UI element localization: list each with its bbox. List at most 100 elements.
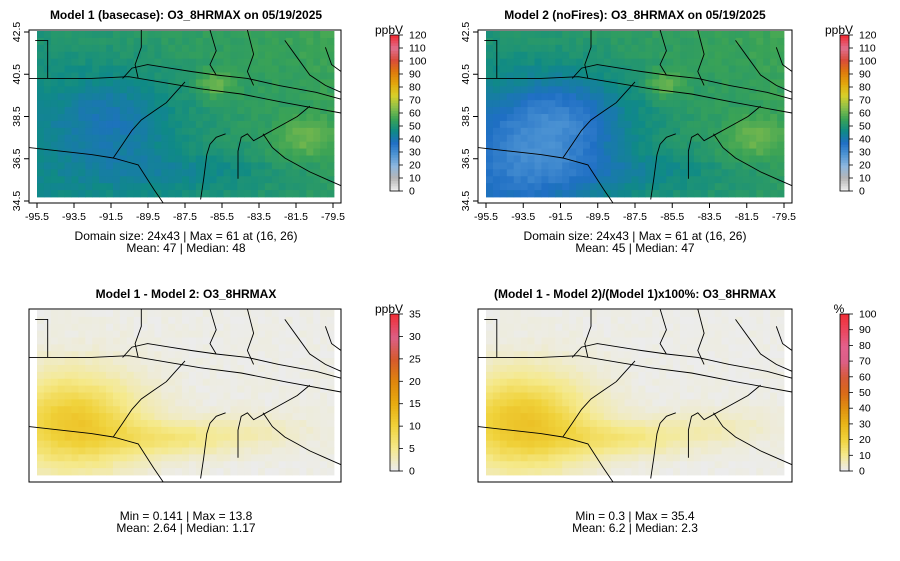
grid-cell xyxy=(756,141,764,149)
grid-cell xyxy=(112,344,121,352)
grid-cell xyxy=(659,378,667,387)
grid-cell xyxy=(548,358,556,366)
grid-cell xyxy=(209,426,217,435)
grid-cell xyxy=(223,155,231,163)
grid-cell xyxy=(742,358,750,366)
grid-cell xyxy=(278,114,287,122)
grid-cell xyxy=(749,114,757,122)
grid-cell xyxy=(492,86,501,94)
grid-cell xyxy=(168,190,176,198)
grid-cell xyxy=(486,337,494,345)
grid-cell xyxy=(99,454,107,462)
grid-cell xyxy=(202,406,211,414)
grid-cell xyxy=(112,127,121,136)
grid-cell xyxy=(223,468,231,476)
colorbar-segment xyxy=(840,439,849,443)
grid-cell xyxy=(126,440,135,448)
grid-cell xyxy=(583,51,591,60)
grid-cell xyxy=(513,190,522,198)
grid-cell xyxy=(140,358,148,366)
grid-cell xyxy=(569,37,577,46)
grid-cell xyxy=(513,127,522,136)
colorbar-tick-label: 20 xyxy=(859,160,871,172)
grid-cell xyxy=(735,323,743,332)
grid-cell xyxy=(638,190,646,198)
grid-cell xyxy=(64,134,72,143)
grid-cell xyxy=(721,100,729,108)
grid-cell xyxy=(168,169,176,177)
grid-cell xyxy=(527,420,535,428)
grid-cell xyxy=(777,183,785,191)
grid-cell xyxy=(133,169,142,177)
grid-cell xyxy=(112,316,121,325)
grid-cell xyxy=(43,176,52,184)
grid-cell xyxy=(264,392,273,400)
grid-cell xyxy=(140,468,148,476)
grid-cell xyxy=(638,141,646,149)
grid-cell xyxy=(555,51,563,60)
grid-cell xyxy=(610,51,619,60)
grid-cell xyxy=(596,344,605,352)
grid-cell xyxy=(763,337,771,345)
grid-cell xyxy=(770,176,778,184)
grid-cell xyxy=(168,65,176,73)
grid-cell xyxy=(624,183,632,191)
grid-cell xyxy=(195,426,204,435)
grid-cell xyxy=(520,141,528,149)
grid-cell xyxy=(492,141,501,149)
colorbar-tick-label: 10 xyxy=(409,421,421,433)
grid-cell xyxy=(610,141,619,149)
grid-cell xyxy=(237,406,245,414)
grid-cell xyxy=(686,378,695,387)
grid-cell xyxy=(320,378,328,387)
grid-cell xyxy=(638,169,646,177)
grid-cell xyxy=(513,351,522,359)
grid-cell xyxy=(223,31,231,39)
grid-cell xyxy=(285,371,293,380)
grid-cell xyxy=(168,351,176,359)
grid-cell xyxy=(638,378,646,387)
colorbar-segment xyxy=(390,314,399,318)
grid-cell xyxy=(161,344,169,352)
grid-cell xyxy=(216,58,224,66)
grid-cell xyxy=(78,141,86,149)
grid-cell xyxy=(320,148,328,156)
grid-cell xyxy=(133,316,142,325)
grid-cell xyxy=(686,413,695,421)
grid-cell xyxy=(707,461,716,469)
grid-cell xyxy=(133,392,142,400)
grid-cell xyxy=(728,316,736,325)
grid-cell xyxy=(700,155,709,163)
grid-cell xyxy=(576,351,584,359)
grid-cell xyxy=(175,51,183,60)
grid-cell xyxy=(693,127,702,136)
grid-cell xyxy=(666,58,674,66)
grid-cell xyxy=(596,371,605,380)
grid-cell xyxy=(693,420,702,428)
grid-cell xyxy=(57,468,66,476)
grid-cell xyxy=(596,433,605,442)
grid-cell xyxy=(147,58,155,66)
grid-cell xyxy=(154,183,162,191)
grid-cell xyxy=(161,31,169,39)
grid-cell xyxy=(271,433,280,442)
colorbar-segment xyxy=(840,376,849,380)
grid-cell xyxy=(64,330,72,338)
grid-cell xyxy=(71,433,79,442)
grid-cell xyxy=(534,100,542,108)
grid-cell xyxy=(230,127,238,136)
grid-cell xyxy=(182,58,190,66)
grid-cell xyxy=(506,86,515,94)
grid-cell xyxy=(147,127,155,136)
grid-cell xyxy=(78,330,86,338)
grid-cell xyxy=(631,72,639,80)
grid-cell xyxy=(763,100,771,108)
grid-cell xyxy=(721,162,729,170)
grid-cell xyxy=(714,385,723,393)
grid-cell xyxy=(506,37,515,46)
grid-cell xyxy=(37,37,45,46)
grid-cell xyxy=(251,433,259,442)
grid-cell xyxy=(285,323,293,332)
grid-cell xyxy=(742,378,750,387)
